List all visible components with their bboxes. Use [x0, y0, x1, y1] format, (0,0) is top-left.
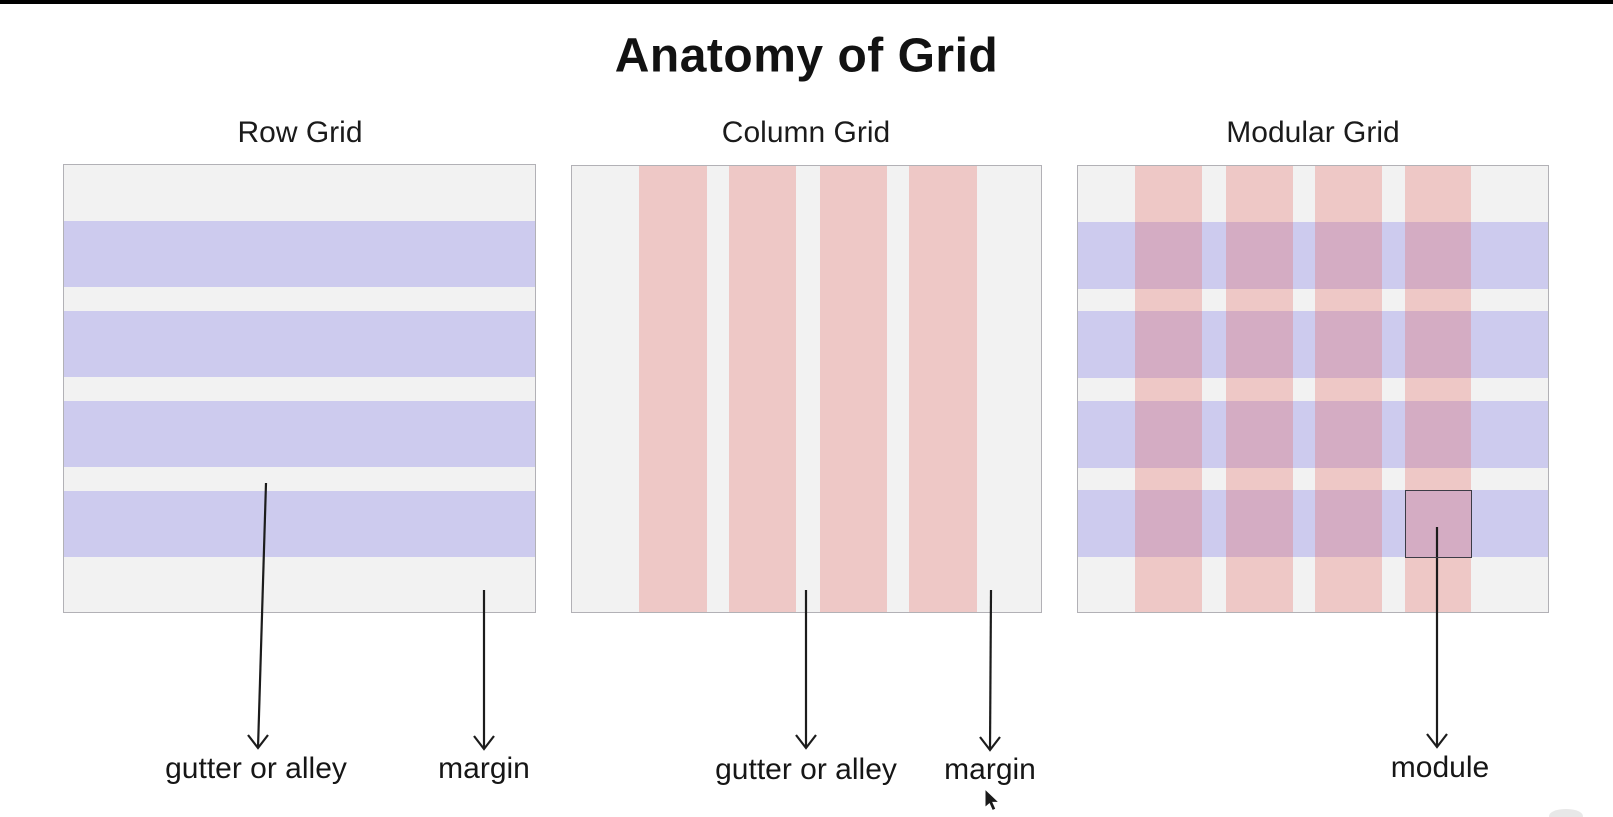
- top-edge-bar: [0, 0, 1613, 4]
- corner-smudge: [1549, 809, 1583, 817]
- page-title: Anatomy of Grid: [614, 29, 999, 83]
- panel-title-modular-grid: Modular Grid: [1226, 116, 1400, 149]
- label-module: module: [1390, 751, 1490, 784]
- column-stripe: [639, 166, 707, 612]
- row-band: [64, 311, 535, 377]
- row-band: [64, 401, 535, 467]
- mouse-cursor: [984, 787, 1001, 812]
- module-outline: [1405, 490, 1472, 558]
- row-band: [64, 221, 535, 287]
- column-stripe: [1226, 166, 1293, 612]
- label-gutter-or-alley-row: gutter or alley: [165, 752, 347, 785]
- row-band: [64, 491, 535, 557]
- label-margin-column: margin: [944, 753, 1036, 786]
- column-stripe: [729, 166, 796, 612]
- column-stripe: [820, 166, 887, 612]
- row-band: [1078, 490, 1548, 557]
- annotation-arrow: [473, 590, 495, 751]
- column-stripe: [909, 166, 977, 612]
- label-gutter-or-alley-column: gutter or alley: [715, 753, 897, 786]
- column-stripe: [1135, 166, 1202, 612]
- label-margin-row: margin: [438, 752, 530, 785]
- panel-title-row-grid: Row Grid: [237, 116, 363, 149]
- annotation-arrow: [795, 590, 817, 750]
- column-grid-box: [571, 165, 1042, 613]
- row-band: [1078, 222, 1548, 289]
- modular-grid-box: [1077, 165, 1549, 613]
- row-band: [1078, 401, 1548, 468]
- annotation-arrow: [979, 589, 1001, 752]
- column-stripe: [1315, 166, 1382, 612]
- panel-title-column-grid: Column Grid: [721, 116, 891, 149]
- row-band: [1078, 311, 1548, 378]
- row-grid-box: [63, 164, 536, 613]
